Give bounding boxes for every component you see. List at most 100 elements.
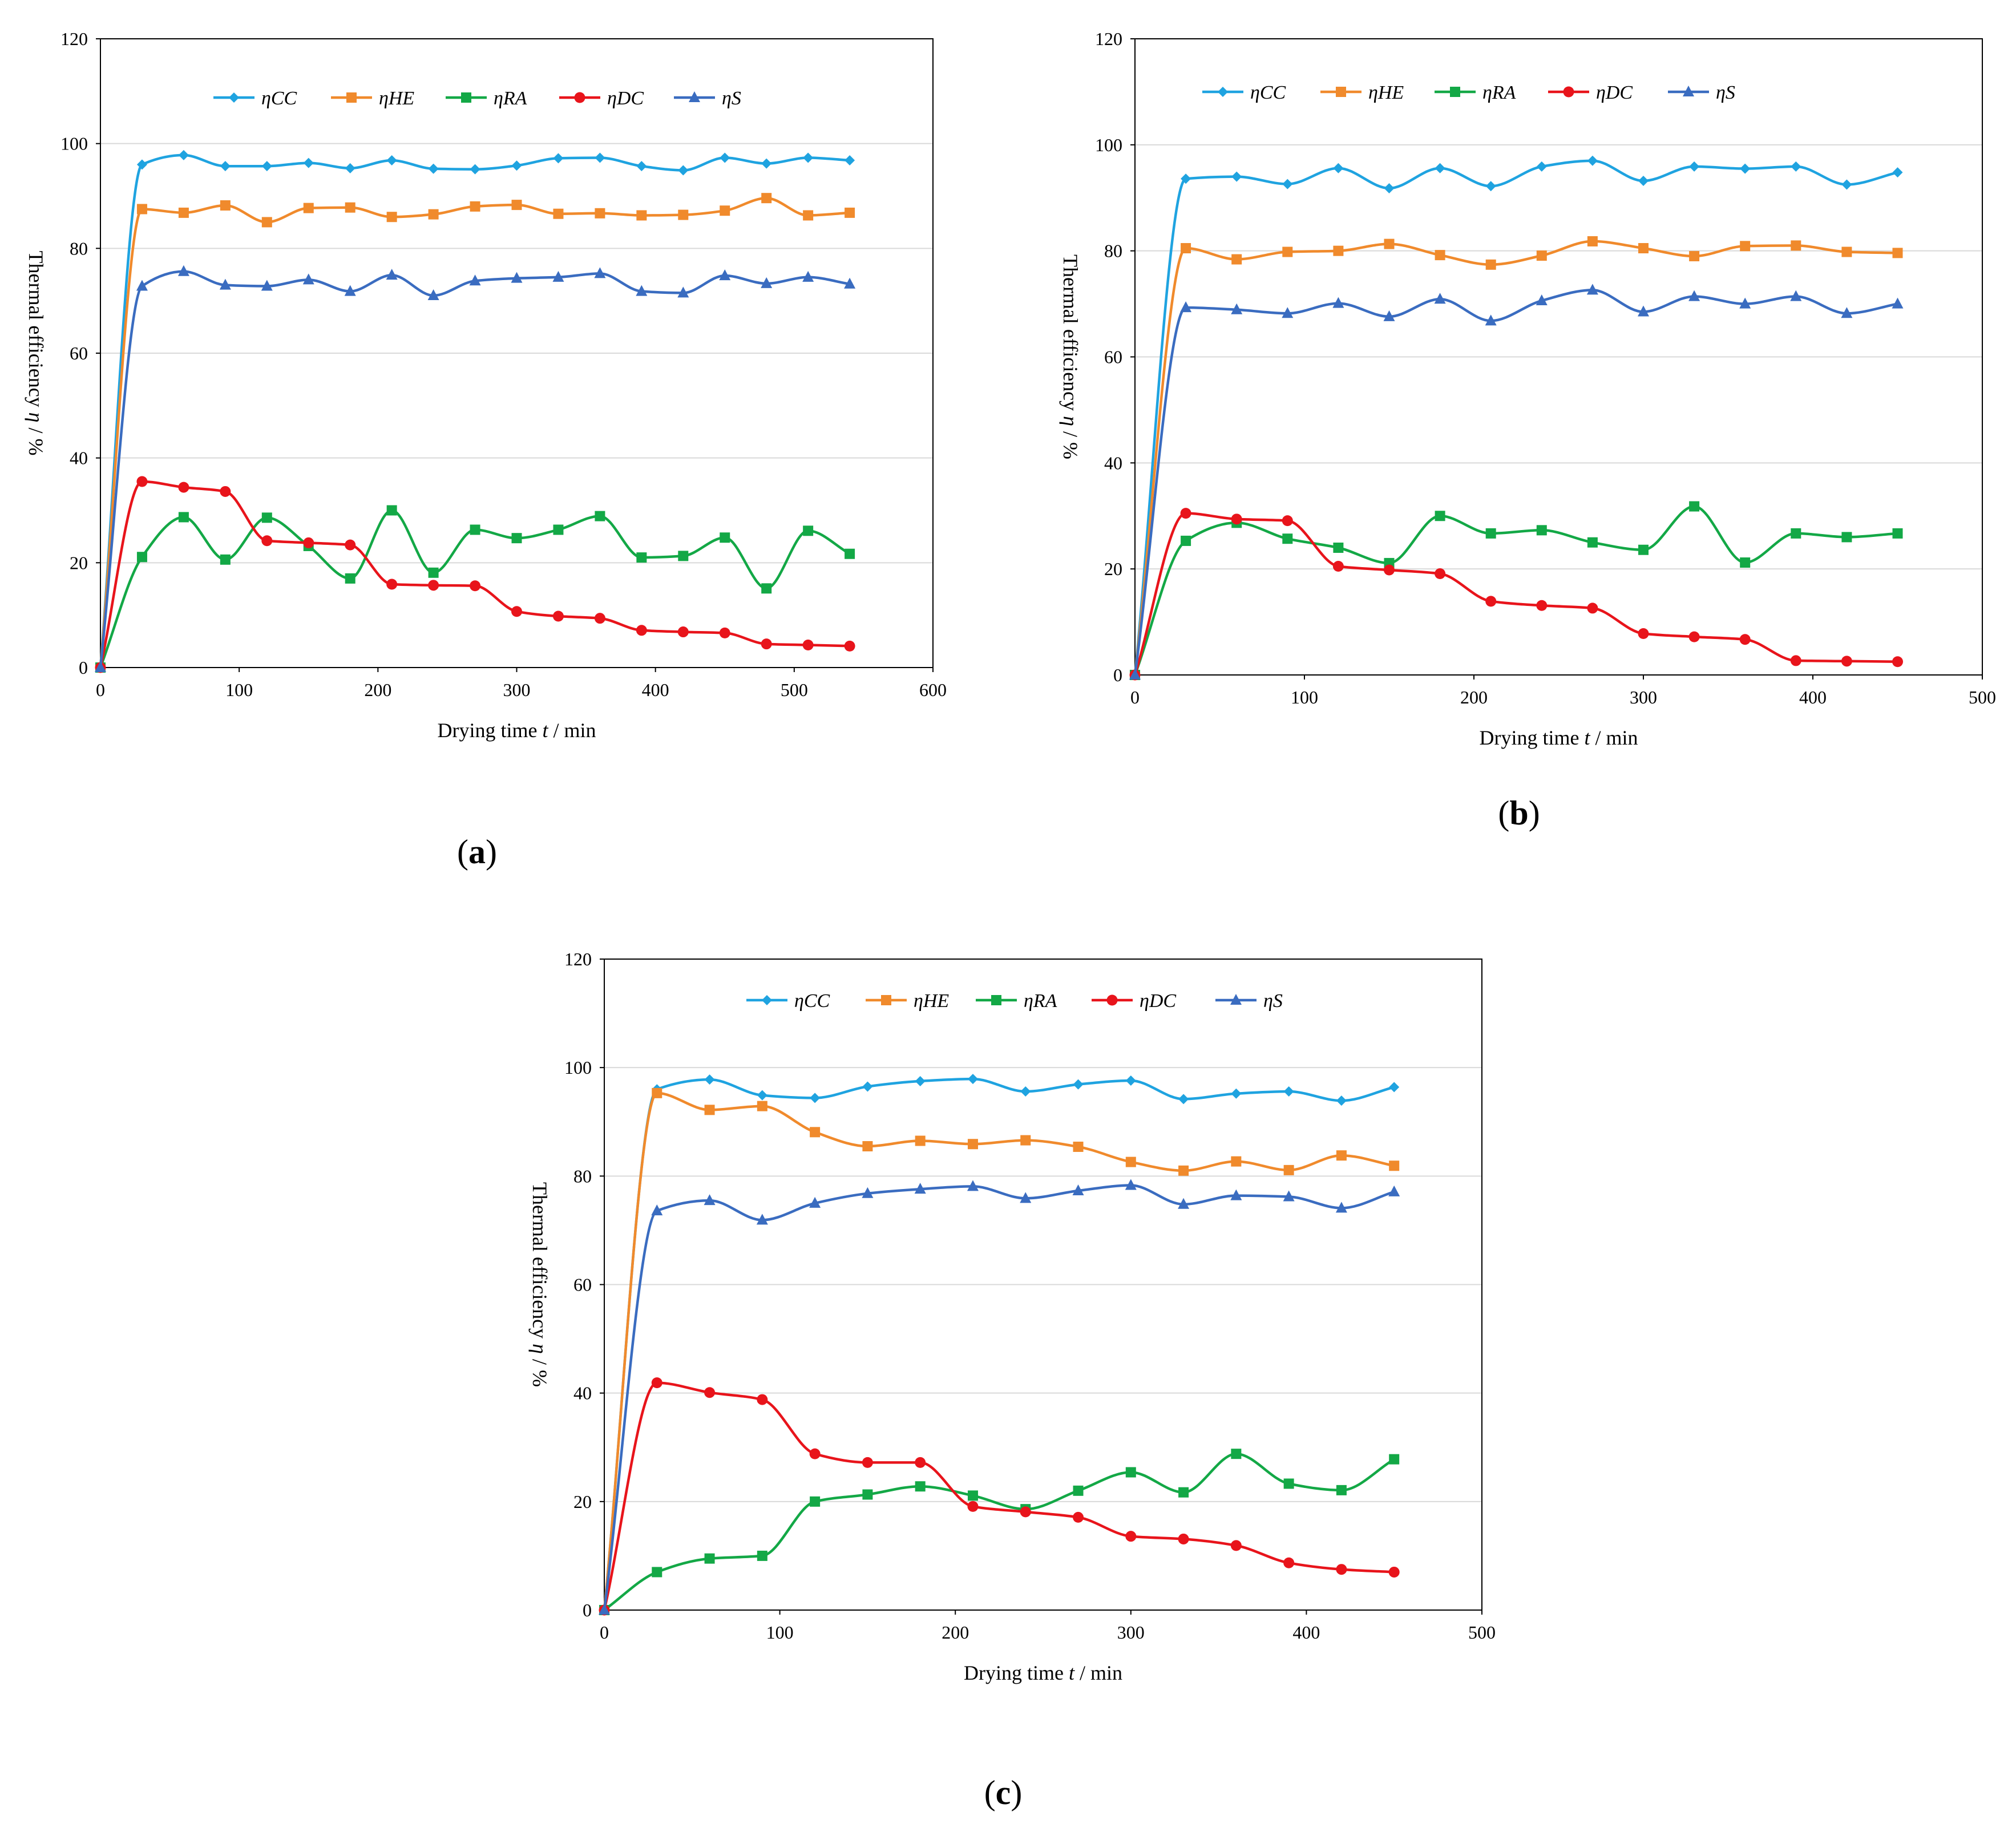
data-point	[136, 159, 147, 170]
data-point	[651, 1377, 662, 1389]
data-point	[915, 1135, 926, 1146]
data-point	[1892, 297, 1904, 309]
y-tick-label: 0	[79, 657, 88, 678]
data-point	[704, 1074, 715, 1085]
data-point	[1435, 163, 1445, 173]
data-point	[678, 551, 689, 561]
legend-label: ηHE	[1368, 82, 1404, 103]
y-tick-label: 0	[583, 1600, 592, 1620]
series-ηS	[599, 1179, 1400, 1615]
data-point	[1333, 163, 1344, 173]
x-tick-label: 200	[364, 680, 391, 700]
data-point	[677, 626, 689, 638]
legend-marker	[881, 995, 891, 1005]
x-tick-label: 400	[1799, 687, 1827, 707]
data-point	[470, 164, 480, 175]
legend-entry-ηS: ηS	[1668, 82, 1735, 103]
data-point	[1231, 254, 1242, 265]
data-point	[967, 1180, 979, 1191]
data-point	[1073, 1485, 1084, 1496]
data-point	[862, 1457, 873, 1468]
data-point	[1536, 250, 1547, 261]
data-point	[757, 1394, 768, 1405]
data-point	[756, 1214, 768, 1225]
data-point	[1283, 1478, 1294, 1489]
data-point	[720, 152, 730, 163]
data-point	[303, 203, 314, 213]
legend-label: ηCC	[794, 990, 830, 1012]
x-tick-label: 300	[1117, 1622, 1145, 1643]
data-point	[1389, 1160, 1400, 1171]
data-point	[1020, 1192, 1032, 1203]
data-point	[220, 486, 231, 497]
panel-label: (a)	[457, 833, 497, 871]
y-tick-label: 120	[564, 949, 592, 969]
panel-c: 0 20 40 60 80 100 120 0 100 200 300 400 500 Drying ti…	[528, 949, 1496, 1811]
data-point	[1178, 1198, 1190, 1209]
data-point	[1485, 259, 1496, 270]
data-point	[677, 286, 689, 298]
data-point	[1125, 1467, 1136, 1478]
data-point	[1790, 290, 1802, 301]
data-point	[1383, 310, 1395, 321]
data-point	[810, 1093, 821, 1103]
data-point	[1336, 1564, 1347, 1575]
data-point	[720, 205, 730, 216]
data-point	[261, 535, 273, 547]
legend-label: ηRA	[1024, 990, 1057, 1012]
data-point	[967, 1139, 978, 1150]
y-tick-label: 20	[70, 552, 88, 573]
y-tick-label: 60	[70, 343, 88, 363]
series-ηDC	[95, 476, 855, 673]
legend-entry-ηCC: ηCC	[746, 990, 830, 1012]
legend-marker	[1106, 994, 1118, 1006]
data-point	[1230, 1540, 1242, 1551]
legend-label: ηHE	[379, 88, 414, 109]
series-line	[99, 480, 850, 668]
data-point	[220, 554, 231, 565]
legend-label: ηCC	[1250, 82, 1286, 103]
series-ηHE	[95, 193, 855, 673]
legend-marker	[1450, 87, 1460, 97]
data-point	[1283, 1190, 1295, 1202]
data-point	[915, 1075, 926, 1086]
x-tick-label: 0	[96, 680, 105, 700]
data-point	[810, 1496, 821, 1507]
data-point	[1178, 1165, 1189, 1176]
data-point	[1841, 307, 1853, 318]
data-point	[470, 201, 480, 212]
data-point	[1388, 1185, 1400, 1196]
data-point	[1739, 634, 1751, 645]
legend-entry-ηCC: ηCC	[213, 88, 297, 109]
data-point	[845, 155, 855, 166]
y-tick-label: 40	[573, 1383, 592, 1404]
data-point	[761, 158, 772, 169]
data-point	[719, 627, 730, 638]
data-point	[345, 202, 355, 213]
data-point	[1332, 297, 1344, 308]
series-ηRA	[1130, 501, 1903, 680]
data-point	[178, 149, 189, 160]
data-point	[1231, 171, 1242, 182]
data-point	[636, 161, 647, 172]
data-point	[862, 1081, 873, 1092]
series-ηCC	[1130, 155, 1903, 680]
data-point	[1336, 1095, 1347, 1106]
data-point	[1336, 1485, 1347, 1495]
legend-label: ηCC	[261, 88, 297, 109]
legend-entry-ηHE: ηHE	[866, 990, 949, 1012]
legend-entry-ηHE: ηHE	[1320, 82, 1404, 103]
legend-label: ηDC	[607, 88, 644, 109]
data-point	[1536, 525, 1547, 536]
series-line	[603, 1091, 1395, 1611]
data-point	[1587, 602, 1598, 614]
x-axis-title: Drying time t / min	[1479, 726, 1638, 749]
data-point	[720, 532, 730, 543]
data-point	[636, 625, 647, 636]
data-point	[1791, 240, 1801, 251]
legend-marker	[574, 92, 585, 103]
data-point	[1388, 1566, 1400, 1578]
y-tick-label: 100	[564, 1057, 592, 1078]
data-point	[1231, 1088, 1242, 1099]
data-point	[1485, 596, 1497, 607]
